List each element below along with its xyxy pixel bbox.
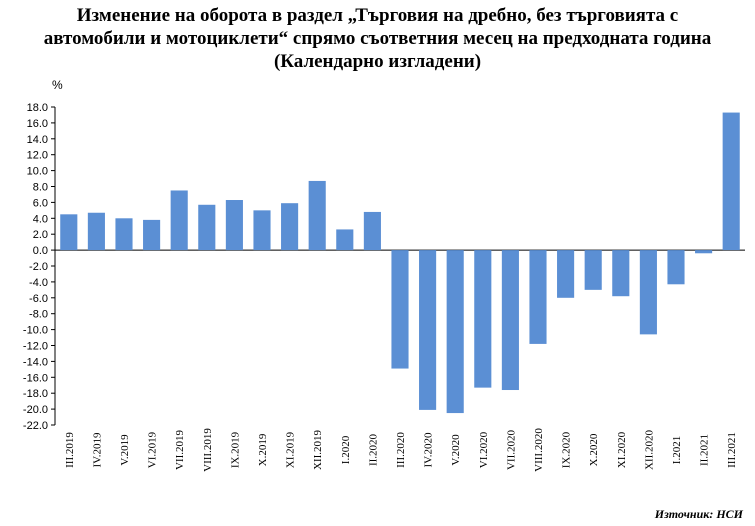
bar (198, 204, 216, 251)
x-tick-label: II.2021 (699, 434, 711, 466)
bar (336, 229, 354, 251)
y-tick-label: -4.0 (29, 277, 48, 289)
y-tick-label: 8.0 (33, 182, 48, 194)
y-tick-label: 18.0 (27, 102, 48, 114)
y-tick-label: -22.0 (23, 420, 48, 432)
bar (446, 250, 464, 414)
x-tick-label: VIII.2020 (533, 428, 545, 472)
bar (695, 250, 713, 254)
bar (170, 190, 188, 251)
bar (584, 250, 602, 290)
x-tick-label: X.2020 (588, 433, 600, 466)
x-tick-label: IX.2020 (561, 431, 573, 468)
bar (639, 250, 657, 335)
x-tick-label: XII.2019 (312, 429, 324, 470)
y-axis: 18.0 16.0 14.0 12.0 10.0 8.0 6.0 4.0 2.0 0.0 -2.0 -… (23, 102, 745, 432)
x-tick-label: III.2019 (64, 432, 76, 468)
bar (281, 203, 299, 251)
y-tick-label: -18.0 (23, 388, 48, 400)
bar (557, 250, 575, 298)
bar (115, 218, 133, 251)
y-tick-label: 14.0 (27, 134, 48, 146)
y-tick-label: 10.0 (27, 166, 48, 178)
x-tick-label: IV.2019 (91, 432, 103, 467)
bar (474, 250, 492, 388)
bar (667, 250, 685, 285)
bar (143, 219, 161, 251)
bar (529, 250, 547, 344)
bar (60, 214, 78, 251)
bar (225, 200, 243, 251)
chart-title: Изменение на оборота в раздел „Търговия … (0, 4, 755, 73)
y-tick-label: 16.0 (27, 118, 48, 130)
y-tick-label: -2.0 (29, 261, 48, 273)
chart-title-line-3: (Календарно изгладени) (273, 51, 482, 72)
y-tick-label: -10.0 (23, 325, 48, 337)
x-tick-label: VII.2019 (174, 429, 186, 470)
x-tick-label: V.2019 (119, 434, 131, 466)
x-tick-label: IV.2020 (423, 432, 435, 467)
x-tick-label: VI.2020 (478, 431, 490, 468)
x-tick-label: I.2020 (340, 435, 352, 464)
bar (87, 212, 105, 251)
y-tick-label: -16.0 (23, 372, 48, 384)
bar (501, 250, 519, 391)
x-tick-label: V.2020 (450, 434, 462, 466)
bar (308, 180, 326, 251)
x-tick-label: VIII.2019 (202, 428, 214, 472)
x-tick-label: III.2021 (726, 432, 738, 468)
y-tick-label: 12.0 (27, 150, 48, 162)
bar (419, 250, 437, 410)
y-tick-label: -14.0 (23, 356, 48, 368)
x-tick-label: X.2019 (257, 433, 269, 466)
source-note: Източник: НСИ (654, 507, 743, 521)
x-tick-label: II.2020 (367, 433, 379, 466)
y-tick-label: 0.0 (33, 245, 48, 257)
x-tick-label: XI.2019 (285, 431, 297, 468)
y-axis-unit: % (52, 78, 63, 92)
y-tick-label: -12.0 (23, 341, 48, 353)
y-tick-label: -6.0 (29, 293, 48, 305)
y-tick-label: 4.0 (33, 213, 48, 225)
x-tick-label: IX.2019 (229, 431, 241, 468)
chart-title-line-1: Изменение на оборота в раздел „Търговия … (76, 5, 679, 26)
x-tick-label: III.2020 (395, 432, 407, 468)
x-tick-label: XII.2020 (643, 429, 655, 470)
bars (60, 112, 740, 414)
x-tick-label: VII.2020 (505, 429, 517, 470)
y-tick-label: -20.0 (23, 404, 48, 416)
y-tick-label: 6.0 (33, 197, 48, 209)
y-tick-label: 2.0 (33, 229, 48, 241)
bar (253, 210, 271, 251)
x-tick-label: XI.2020 (616, 431, 628, 468)
x-tick-label: VI.2019 (147, 431, 159, 468)
chart-title-line-2: автомобили и мотоциклети“ спрямо съответ… (43, 28, 712, 49)
bar (363, 211, 381, 251)
x-axis-labels: III.2019 IV.2019 V.2019 VI.2019 VII.2019 VIII… (64, 428, 738, 472)
bar (612, 250, 630, 297)
bar (391, 250, 409, 369)
x-tick-label: I.2021 (671, 436, 683, 464)
y-tick-label: -8.0 (29, 309, 48, 321)
bar (722, 112, 740, 251)
